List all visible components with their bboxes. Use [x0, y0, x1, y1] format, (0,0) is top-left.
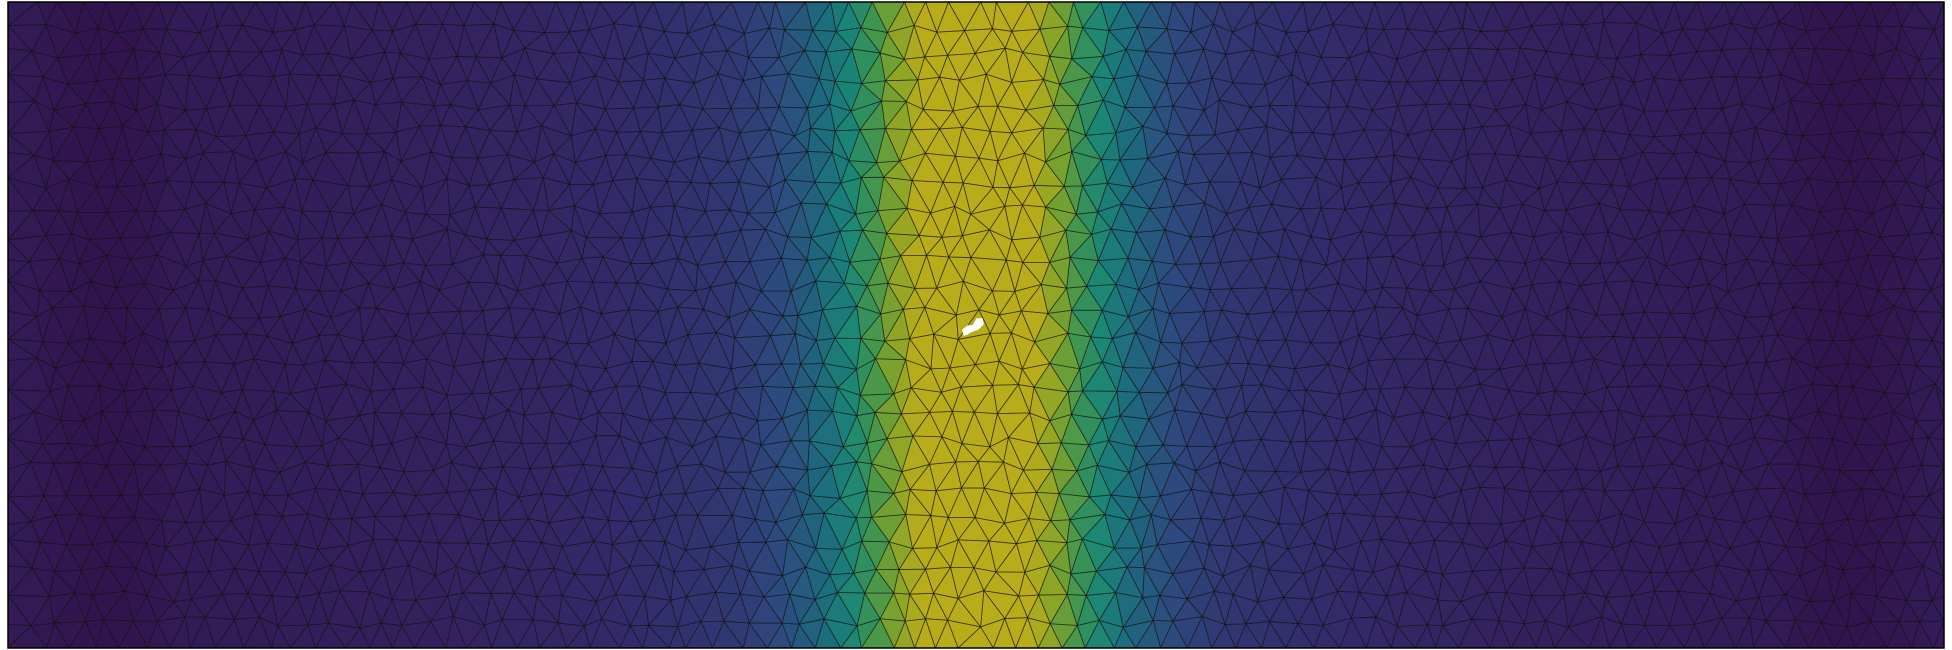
scalar-field-layer [8, 2, 1944, 648]
